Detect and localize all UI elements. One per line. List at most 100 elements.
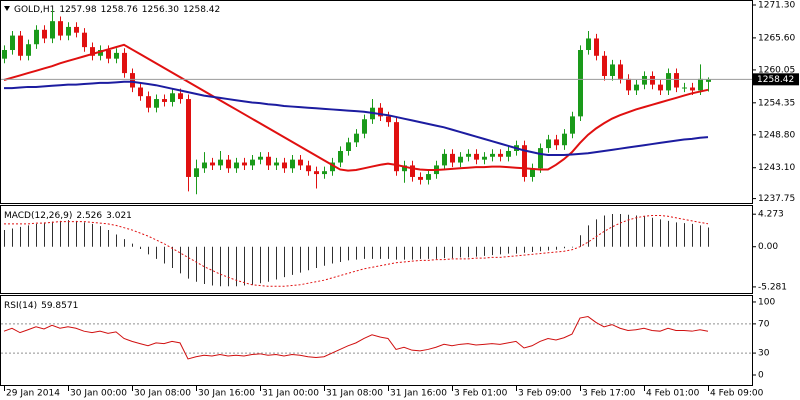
candle-body: [562, 133, 567, 146]
candle-body: [146, 96, 151, 108]
close-value: 1258.42: [183, 5, 220, 15]
macd-panel: [0, 205, 753, 294]
candle-body: [466, 153, 471, 157]
x-tick-label: 31 Jan 16:00: [390, 389, 447, 399]
candle-body: [402, 165, 407, 172]
candle-body: [290, 159, 295, 169]
candle-body: [698, 78, 703, 91]
candle-body: [282, 162, 287, 169]
candle-body: [386, 116, 391, 123]
x-tick-label: 30 Jan 16:00: [198, 389, 255, 399]
candle-body: [570, 116, 575, 134]
candle-body: [162, 99, 167, 102]
candle-body: [690, 87, 695, 91]
candle-body: [130, 73, 135, 88]
candle-body: [522, 145, 527, 177]
open-value: 1257.98: [59, 5, 96, 15]
x-tick-label: 3 Feb 09:00: [518, 389, 572, 399]
candle-body: [474, 153, 479, 160]
candle-body: [594, 38, 599, 56]
candle-body: [626, 78, 631, 91]
x-tick-label: 3 Feb 01:00: [454, 389, 508, 399]
rsi-header: RSI(14) 59.8571: [4, 301, 78, 311]
y-tick-label: 1248.80: [758, 130, 795, 140]
candle-body: [706, 79, 711, 82]
moving-average: [4, 80, 709, 157]
candle-body: [354, 133, 359, 143]
candle-body: [322, 171, 327, 175]
candle-body: [74, 26, 79, 33]
candle-body: [170, 93, 175, 102]
candle-body: [666, 73, 671, 91]
x-tick-label: 29 Jan 2014: [6, 389, 60, 399]
candle-body: [34, 29, 39, 45]
candle-body: [442, 153, 447, 166]
candle-body: [682, 87, 687, 89]
signal-line: [4, 215, 709, 287]
candle-body: [42, 29, 47, 39]
candle-body: [642, 75, 647, 85]
y-tick-label: 30: [758, 349, 770, 359]
signal-value: 3.021: [106, 211, 132, 221]
candle-body: [210, 162, 215, 166]
moving-average: [3, 43, 709, 172]
candle-body: [242, 162, 247, 166]
x-tick-label: 31 Jan 08:00: [326, 389, 383, 399]
candle-body: [154, 99, 159, 108]
y-tick-label: 1243.10: [758, 163, 795, 173]
y-tick-label: 0: [758, 370, 764, 380]
candle-body: [498, 153, 503, 157]
y-tick-label: 1237.75: [758, 194, 795, 204]
candle-body: [274, 162, 279, 166]
price-panel: [0, 0, 753, 204]
y-tick-label: 1271.30: [758, 1, 795, 11]
x-tick-label: 31 Jan 00:00: [262, 389, 319, 399]
candle-body: [578, 50, 583, 117]
y-tick-label: 1254.35: [758, 98, 795, 108]
candle-body: [378, 107, 383, 117]
x-tick-label: 3 Feb 17:00: [582, 389, 636, 399]
menu-arrow[interactable]: [4, 6, 10, 11]
candle-body: [298, 159, 303, 166]
y-tick-label: 70: [758, 319, 770, 329]
macd-value: 2.526: [76, 211, 102, 221]
candle-body: [410, 165, 415, 177]
candle-body: [98, 50, 103, 56]
y-tick-label: 4.273: [758, 210, 784, 220]
candle-body: [546, 139, 551, 149]
candle-body: [106, 50, 111, 59]
candle-body: [610, 64, 615, 76]
candle-body: [458, 156, 463, 163]
candle-body: [586, 38, 591, 51]
y-tick-label: 100: [758, 297, 775, 307]
candle-body: [82, 32, 87, 48]
candle-body: [234, 162, 239, 169]
candle-body: [138, 87, 143, 97]
candle-body: [226, 159, 231, 169]
candle-body: [18, 35, 23, 56]
candle-body: [2, 50, 7, 59]
rsi-value: 59.8571: [41, 301, 78, 311]
candle-body: [530, 168, 535, 177]
candle-body: [194, 168, 199, 177]
candle-body: [346, 142, 351, 151]
candle-body: [266, 156, 271, 166]
candle-body: [674, 73, 679, 88]
candle-body: [418, 176, 423, 180]
x-tick-label: 4 Feb 09:00: [710, 389, 764, 399]
candle-body: [330, 162, 335, 172]
candle-body: [426, 174, 431, 180]
price-tag: [753, 73, 799, 86]
candle-body: [50, 21, 55, 39]
candle-body: [314, 171, 319, 175]
candle-body: [450, 153, 455, 163]
symbol: GOLD,H1: [14, 5, 55, 15]
candle-body: [362, 119, 367, 134]
candle-body: [306, 165, 311, 172]
candle-body: [122, 52, 127, 74]
rsi-line: [3, 316, 709, 360]
candle-body: [538, 148, 543, 169]
candle-body: [10, 35, 15, 51]
